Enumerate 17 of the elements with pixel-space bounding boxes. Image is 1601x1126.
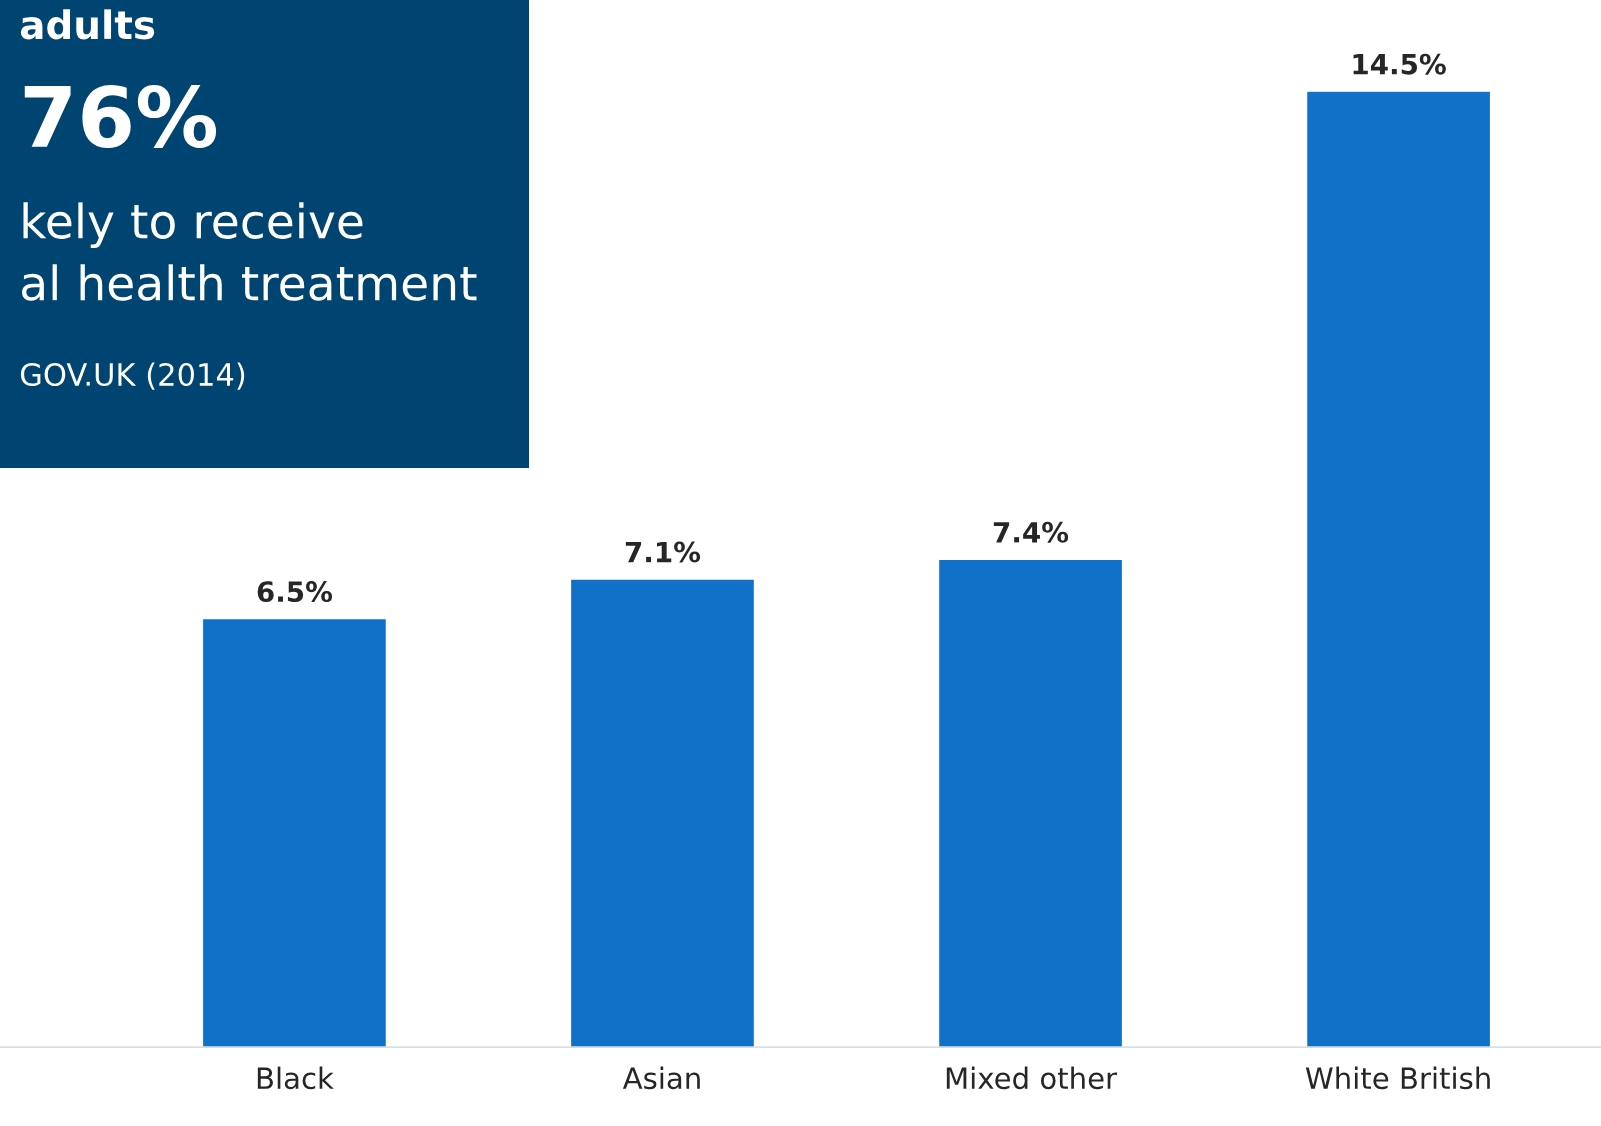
annotation: 76% <box>24 85 217 149</box>
bar <box>937 558 1124 1048</box>
data-label: 6.5% <box>257 581 333 603</box>
x-tick-label: Mixed other <box>946 1066 1118 1090</box>
x-tick-label: White British <box>1305 1066 1490 1090</box>
annotation: kely to receive <box>23 202 363 249</box>
text: adults <box>20 9 155 40</box>
data-label: 7.1% <box>625 541 701 563</box>
annotation: al health treatment <box>22 264 477 301</box>
bar <box>201 617 388 1048</box>
data-label: 7.4% <box>993 521 1069 543</box>
x-tick-label: Asian <box>622 1066 700 1090</box>
bar <box>569 578 756 1048</box>
x-tick-label: Black <box>257 1066 334 1090</box>
data-label: 14.5% <box>1353 53 1446 75</box>
annotation: GOV.UK (2014) <box>20 362 245 390</box>
bar <box>1305 90 1492 1048</box>
